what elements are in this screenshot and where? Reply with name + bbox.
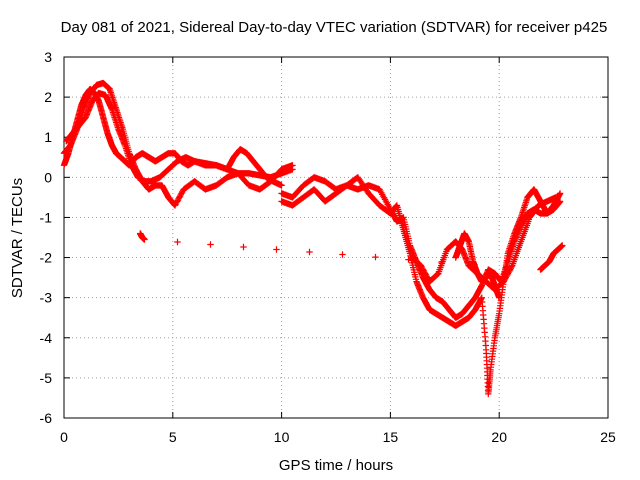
x-tick-label: 20 — [491, 429, 507, 445]
x-tick-label: 10 — [274, 429, 290, 445]
plot-frame — [63, 56, 609, 419]
y-tick-label: 2 — [44, 89, 52, 105]
series-track-d — [278, 182, 564, 321]
x-tick-label: 15 — [383, 429, 399, 445]
series-track-e — [278, 174, 564, 398]
y-tick-label: -5 — [40, 370, 53, 386]
y-tick-label: 0 — [44, 169, 52, 185]
x-axis: 0 5 10 15 20 25 — [60, 57, 616, 445]
y-tick-label: 1 — [44, 129, 52, 145]
data-marks — [60, 79, 566, 398]
series-track-c — [63, 89, 285, 189]
y-tick-label: 3 — [44, 49, 52, 65]
x-tick-label: 25 — [600, 429, 616, 445]
data-point-markers — [278, 174, 564, 398]
x-axis-label: GPS time / hours — [279, 457, 393, 474]
x-tick-label: 0 — [60, 429, 68, 445]
y-axis-label: SDTVAR / TECUs — [9, 178, 26, 298]
y-tick-label: -4 — [40, 330, 53, 346]
series-track-h — [137, 230, 566, 273]
y-tick-label: -1 — [40, 209, 53, 225]
chart-title: Day 081 of 2021, Sidereal Day-to-day VTE… — [61, 19, 608, 36]
data-point-markers — [137, 230, 566, 273]
y-tick-label: -3 — [40, 290, 53, 306]
y-tick-label: -2 — [40, 250, 53, 266]
data-point-markers — [63, 89, 285, 189]
y-axis: 3 2 1 0 -1 -2 -3 -4 -5 -6 — [40, 49, 608, 426]
x-tick-label: 5 — [169, 429, 177, 445]
data-point-markers — [278, 182, 564, 321]
y-tick-label: -6 — [40, 410, 53, 426]
grid-lines — [64, 57, 608, 418]
